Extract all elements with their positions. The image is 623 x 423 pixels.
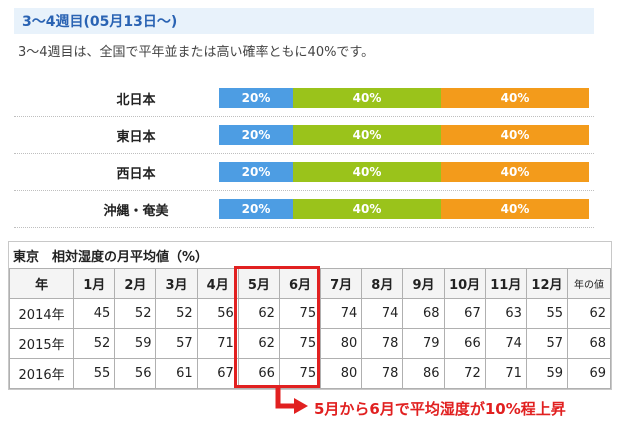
region-name: 東日本 bbox=[116, 130, 156, 145]
month-column-header: 10月 bbox=[443, 268, 486, 299]
humidity-value-cell: 75 bbox=[278, 328, 322, 359]
month-column-header: 年の値 bbox=[567, 268, 611, 299]
humidity-value-cell: 71 bbox=[484, 358, 527, 389]
high-probability-segment: 40% bbox=[441, 88, 589, 108]
humidity-value-cell: 80 bbox=[320, 358, 363, 389]
region-row: 北日本 20% 40% 40% bbox=[14, 80, 594, 117]
low-probability-segment: 20% bbox=[219, 162, 293, 182]
humidity-value-cell: 67 bbox=[443, 298, 486, 329]
year-column-header: 年 bbox=[8, 268, 75, 299]
normal-probability-segment: 40% bbox=[293, 88, 441, 108]
table-row: 2016年 55 56 61 67 66 75 80 78 86 72 71 59 69 bbox=[8, 358, 611, 389]
humidity-table-box: 東京 相対湿度の月平均値（%） 年 1月 2月 3月 4月 5月 6月 7月 8月 9月 10月 11… bbox=[8, 241, 612, 390]
summary-text: 3～4週目は、全国で平年並または高い確率ともに40%です。 bbox=[18, 45, 375, 60]
high-probability-segment: 40% bbox=[441, 199, 589, 219]
region-row: 東日本 20% 40% 40% bbox=[14, 117, 594, 154]
high-probability-segment: 40% bbox=[441, 162, 589, 182]
year-cell: 2014年 bbox=[8, 298, 75, 329]
humidity-value-cell: 72 bbox=[443, 358, 486, 389]
humidity-value-cell: 57 bbox=[525, 328, 569, 359]
table-row: 2015年 52 59 57 71 62 75 80 78 79 66 74 57 68 bbox=[8, 328, 611, 359]
probability-bar: 20% 40% 40% bbox=[219, 162, 589, 182]
normal-probability-segment: 40% bbox=[293, 125, 441, 145]
humidity-value-cell: 86 bbox=[402, 358, 445, 389]
probability-bar: 20% 40% 40% bbox=[219, 199, 589, 219]
humidity-value-cell: 56 bbox=[196, 298, 239, 329]
year-cell: 2015年 bbox=[8, 328, 75, 359]
probability-bar: 20% 40% 40% bbox=[219, 125, 589, 145]
humidity-value-cell: 74 bbox=[320, 298, 363, 329]
humidity-value-cell: 62 bbox=[237, 298, 280, 329]
humidity-value-cell: 59 bbox=[525, 358, 569, 389]
region-row: 西日本 20% 40% 40% bbox=[14, 154, 594, 191]
month-column-header: 3月 bbox=[155, 268, 198, 299]
humidity-value-cell: 78 bbox=[361, 328, 404, 359]
normal-probability-segment: 40% bbox=[293, 199, 441, 219]
probability-bar: 20% 40% 40% bbox=[219, 88, 589, 108]
humidity-value-cell: 79 bbox=[402, 328, 445, 359]
normal-probability-segment: 40% bbox=[293, 162, 441, 182]
humidity-value-cell: 45 bbox=[73, 298, 116, 329]
humidity-value-cell: 68 bbox=[402, 298, 445, 329]
humidity-value-cell: 75 bbox=[278, 358, 322, 389]
right-turn-arrow-icon bbox=[275, 388, 308, 414]
humidity-value-cell: 52 bbox=[73, 328, 116, 359]
humidity-value-cell: 55 bbox=[525, 298, 569, 329]
humidity-value-cell: 69 bbox=[567, 358, 611, 389]
region-name: 西日本 bbox=[116, 167, 156, 182]
humidity-value-cell: 74 bbox=[484, 328, 527, 359]
month-column-header: 8月 bbox=[361, 268, 404, 299]
humidity-value-cell: 71 bbox=[196, 328, 239, 359]
region-row: 沖縄・奄美 20% 40% 40% bbox=[14, 191, 594, 228]
month-column-header: 2月 bbox=[114, 268, 157, 299]
humidity-value-cell: 78 bbox=[361, 358, 404, 389]
humidity-table: 年 1月 2月 3月 4月 5月 6月 7月 8月 9月 10月 11月 12月 年の値 2014年 45 5… bbox=[8, 268, 611, 389]
annotation-text: 5月から6月で平均湿度が10%程上昇 bbox=[314, 400, 566, 418]
section-header: 3～4週目(05月13日～) bbox=[14, 8, 594, 34]
humidity-value-cell: 52 bbox=[155, 298, 198, 329]
high-probability-segment: 40% bbox=[441, 125, 589, 145]
month-column-header: 11月 bbox=[484, 268, 527, 299]
humidity-value-cell: 67 bbox=[196, 358, 239, 389]
low-probability-segment: 20% bbox=[219, 88, 293, 108]
humidity-value-cell: 68 bbox=[567, 328, 611, 359]
region-name: 沖縄・奄美 bbox=[103, 204, 169, 219]
humidity-value-cell: 61 bbox=[155, 358, 198, 389]
humidity-value-cell: 80 bbox=[320, 328, 363, 359]
humidity-value-cell: 57 bbox=[155, 328, 198, 359]
humidity-value-cell: 62 bbox=[237, 328, 280, 359]
region-name: 北日本 bbox=[116, 93, 156, 108]
table-title: 東京 相対湿度の月平均値（%） bbox=[13, 249, 209, 265]
month-column-header: 12月 bbox=[525, 268, 569, 299]
month-column-header: 7月 bbox=[320, 268, 363, 299]
humidity-value-cell: 63 bbox=[484, 298, 527, 329]
month-column-header: 9月 bbox=[402, 268, 445, 299]
section-title: 3～4週目(05月13日～) bbox=[22, 14, 178, 30]
humidity-value-cell: 66 bbox=[443, 328, 486, 359]
table-body: 2014年 45 52 52 56 62 75 74 74 68 67 63 55 62 2015年 52 59… bbox=[8, 298, 611, 389]
month-column-header: 4月 bbox=[196, 268, 239, 299]
humidity-value-cell: 66 bbox=[237, 358, 280, 389]
low-probability-segment: 20% bbox=[219, 199, 293, 219]
table-row: 2014年 45 52 52 56 62 75 74 74 68 67 63 55 62 bbox=[8, 298, 611, 329]
humidity-value-cell: 55 bbox=[73, 358, 116, 389]
humidity-value-cell: 74 bbox=[361, 298, 404, 329]
month-column-header: 5月 bbox=[237, 268, 280, 299]
year-cell: 2016年 bbox=[8, 358, 75, 389]
low-probability-segment: 20% bbox=[219, 125, 293, 145]
month-column-header: 6月 bbox=[278, 268, 322, 299]
table-header-row: 年 1月 2月 3月 4月 5月 6月 7月 8月 9月 10月 11月 12月 年の値 bbox=[8, 268, 611, 299]
humidity-value-cell: 52 bbox=[114, 298, 157, 329]
humidity-value-cell: 75 bbox=[278, 298, 322, 329]
humidity-value-cell: 62 bbox=[567, 298, 611, 329]
humidity-value-cell: 56 bbox=[114, 358, 157, 389]
humidity-value-cell: 59 bbox=[114, 328, 157, 359]
month-column-header: 1月 bbox=[73, 268, 116, 299]
